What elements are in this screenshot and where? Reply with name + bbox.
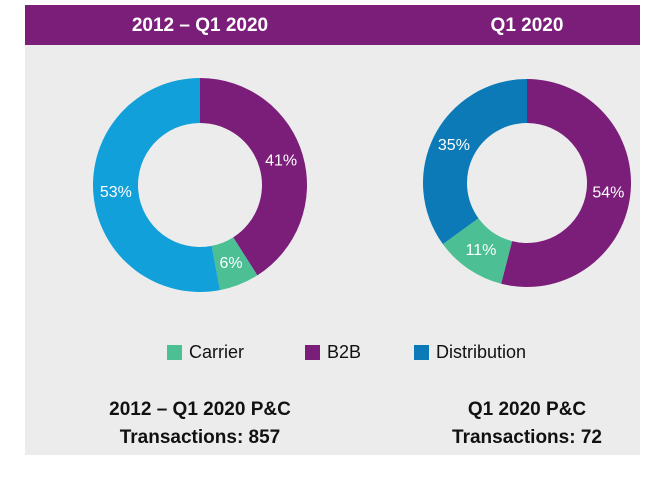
chart-title: 2012 – Q1 2020	[132, 15, 268, 36]
footer-text: Transactions: 72	[452, 427, 602, 448]
slice-label: 6%	[220, 255, 243, 272]
legend-swatch	[305, 345, 320, 360]
legend-swatch	[167, 345, 182, 360]
header-band	[25, 5, 640, 45]
slice-label: 41%	[265, 153, 297, 170]
slice-label: 11%	[465, 242, 496, 259]
slice-label: 35%	[438, 137, 470, 154]
slice-label: 53%	[100, 184, 132, 201]
legend-swatch	[414, 345, 429, 360]
legend-label: Distribution	[436, 342, 526, 362]
footer-text: Q1 2020 P&C	[468, 399, 587, 420]
donut-slice	[200, 78, 307, 276]
legend-label: Carrier	[189, 342, 244, 362]
footer-text: Transactions: 857	[120, 427, 281, 448]
footer-text: 2012 – Q1 2020 P&C	[109, 399, 291, 420]
legend-label: B2B	[327, 342, 361, 362]
donut-slice	[442, 218, 513, 284]
chart-title: Q1 2020	[491, 15, 564, 36]
donut-slice	[211, 237, 258, 291]
slice-label: 54%	[592, 184, 624, 201]
donut-slice	[92, 78, 221, 292]
donut-slice	[501, 79, 632, 287]
donut-slice	[423, 79, 527, 245]
